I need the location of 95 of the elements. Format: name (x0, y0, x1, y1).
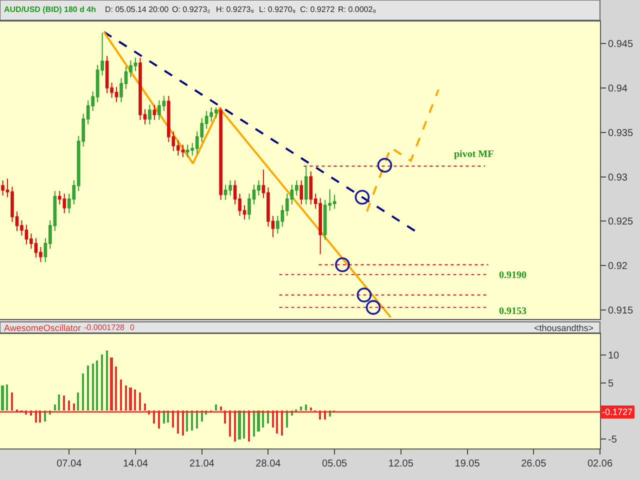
x-tick-label: 26.05 (521, 458, 547, 470)
x-tick-label: 02.06 (587, 458, 613, 470)
bar (1, 386, 4, 410)
bar (35, 410, 37, 422)
bar (129, 388, 132, 410)
bar (201, 410, 203, 422)
y-tick-label: 0.935 (608, 128, 634, 139)
bar (281, 410, 283, 436)
annotation: 0.9153 (499, 306, 526, 317)
bar (186, 410, 188, 432)
y-tick-label: 5 (608, 378, 614, 390)
bar (6, 384, 8, 410)
bar (101, 354, 103, 410)
bar (229, 410, 231, 436)
bar (286, 410, 288, 428)
y-tick-label: 0.945 (608, 38, 634, 50)
bar (272, 410, 274, 428)
annotation: pivot MF (454, 149, 494, 160)
bar (224, 410, 226, 424)
bar (134, 390, 136, 410)
bar (191, 410, 193, 430)
bar (215, 404, 217, 410)
text: -0.0001728 (84, 323, 126, 332)
bar (177, 410, 179, 434)
text: O: 0.9273₂ (172, 5, 210, 14)
text: C: 0.9272 (300, 5, 336, 14)
chart-title: AUD/USD (BID) 180 d 4h (4, 5, 96, 14)
bar (300, 406, 302, 410)
bar (305, 404, 307, 410)
bar (96, 360, 98, 410)
bar (39, 410, 41, 422)
y-tick-label: 0.92 (608, 261, 628, 272)
candlestick (304, 166, 308, 205)
bar (144, 404, 146, 410)
candlestick (148, 104, 152, 125)
bar (63, 396, 65, 410)
bar (267, 410, 269, 424)
bar (68, 400, 70, 410)
x-tick-label: 19.05 (454, 458, 480, 470)
candlestick (219, 106, 222, 200)
x-tick-label: 07.04 (56, 458, 82, 470)
bar (220, 406, 222, 410)
bar (238, 410, 241, 440)
bar (87, 366, 89, 410)
bar (73, 404, 75, 410)
bar (44, 410, 46, 422)
bar (120, 380, 122, 410)
bar (153, 410, 155, 424)
bar (276, 410, 278, 434)
bar (167, 410, 169, 422)
text: H: 0.9273₈ (216, 5, 254, 14)
x-tick-label: 12.05 (388, 458, 414, 470)
x-tick-label: 14.04 (122, 458, 148, 470)
y-tick-label: 0.925 (608, 216, 634, 228)
y-tick-label: 0.915 (608, 306, 634, 317)
candlestick (300, 180, 304, 205)
bar (196, 410, 198, 428)
bar (243, 410, 245, 438)
bar (58, 394, 60, 410)
bar (106, 350, 108, 410)
text: D: 05.05.14 20:00 (105, 5, 170, 14)
bar (234, 410, 236, 442)
bar (158, 410, 160, 428)
text: R: 0.0002₈ (338, 5, 376, 14)
y-tick-label: 0.93 (608, 172, 628, 184)
bar (92, 364, 94, 410)
bar (125, 386, 127, 410)
bar (310, 408, 312, 410)
bar (115, 366, 117, 410)
bar (262, 410, 264, 428)
bar (110, 358, 113, 410)
bar (257, 410, 260, 432)
y-tick-label: 10 (608, 350, 620, 362)
x-tick-label: 28.04 (256, 458, 282, 470)
text: <thousandths> (534, 323, 594, 333)
y-tick-label: -5 (608, 434, 618, 446)
bar (77, 392, 79, 410)
y-tick-label: 0.94 (608, 83, 628, 94)
chart-title: AwesomeOscillator (4, 323, 81, 333)
bar (172, 410, 174, 428)
text: L: 0.9270₈ (259, 5, 296, 14)
x-tick-label: 05.05 (322, 458, 348, 470)
candlestick (152, 104, 156, 120)
bar (248, 410, 250, 442)
bar (163, 410, 165, 424)
x-tick-label: 21.04 (189, 458, 215, 470)
ref-line-label: -0.1727 (602, 407, 633, 417)
bar (54, 404, 56, 410)
bar (182, 410, 184, 436)
text: 0 (130, 323, 135, 332)
bar (11, 392, 13, 410)
bar (253, 410, 255, 436)
bar (82, 374, 84, 410)
annotation: 0.9190 (499, 270, 526, 281)
bar (139, 392, 141, 410)
